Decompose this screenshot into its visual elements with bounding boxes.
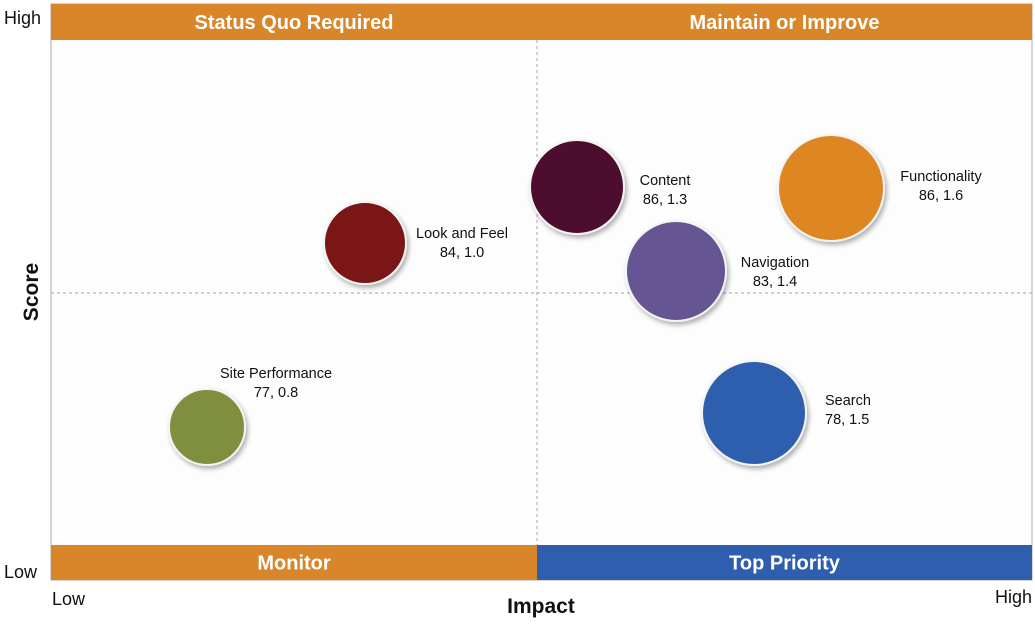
quadrant-label: Status Quo Required (195, 12, 394, 34)
x-tick-low: Low (52, 589, 86, 609)
bubble-label-value: 83, 1.4 (753, 274, 797, 290)
quadrant-band-top-right (537, 4, 1032, 40)
quadrant-label: Top Priority (729, 553, 841, 575)
quadrant-label: Monitor (257, 553, 331, 575)
bubble-label-value: 77, 0.8 (254, 385, 298, 401)
bubble-site-performance (168, 388, 246, 466)
bubble-label-name: Look and Feel (416, 226, 508, 242)
quadrant-band-bottom-left (51, 545, 537, 580)
bubble-label-value: 86, 1.6 (919, 188, 963, 204)
bubble-search (701, 360, 807, 466)
quadrant-band-bottom-right (537, 545, 1032, 580)
bubble-label-name: Functionality (900, 169, 982, 185)
y-tick-high: High (4, 8, 41, 28)
x-axis-label: Impact (507, 595, 575, 618)
y-axis-label: Score (20, 263, 43, 321)
quadrant-label: Maintain or Improve (689, 12, 879, 34)
plot-area (50, 3, 1033, 581)
bubble-label-name: Site Performance (220, 366, 332, 382)
bubble-label-name: Search (825, 393, 871, 409)
bubble-functionality (777, 134, 885, 242)
bubble-navigation (625, 220, 727, 322)
bubble-label-name: Navigation (741, 255, 810, 271)
y-tick-low: Low (4, 562, 38, 582)
bubble-label-value: 78, 1.5 (825, 412, 869, 428)
x-tick-high: High (995, 587, 1032, 607)
bubble-label-value: 84, 1.0 (440, 245, 484, 261)
bubble-look-and-feel (323, 201, 407, 285)
bubble-content (529, 139, 625, 235)
bubble-label-name: Content (640, 173, 691, 189)
quadrant-band-top-left (51, 4, 537, 40)
bubble-label-value: 86, 1.3 (643, 192, 687, 208)
